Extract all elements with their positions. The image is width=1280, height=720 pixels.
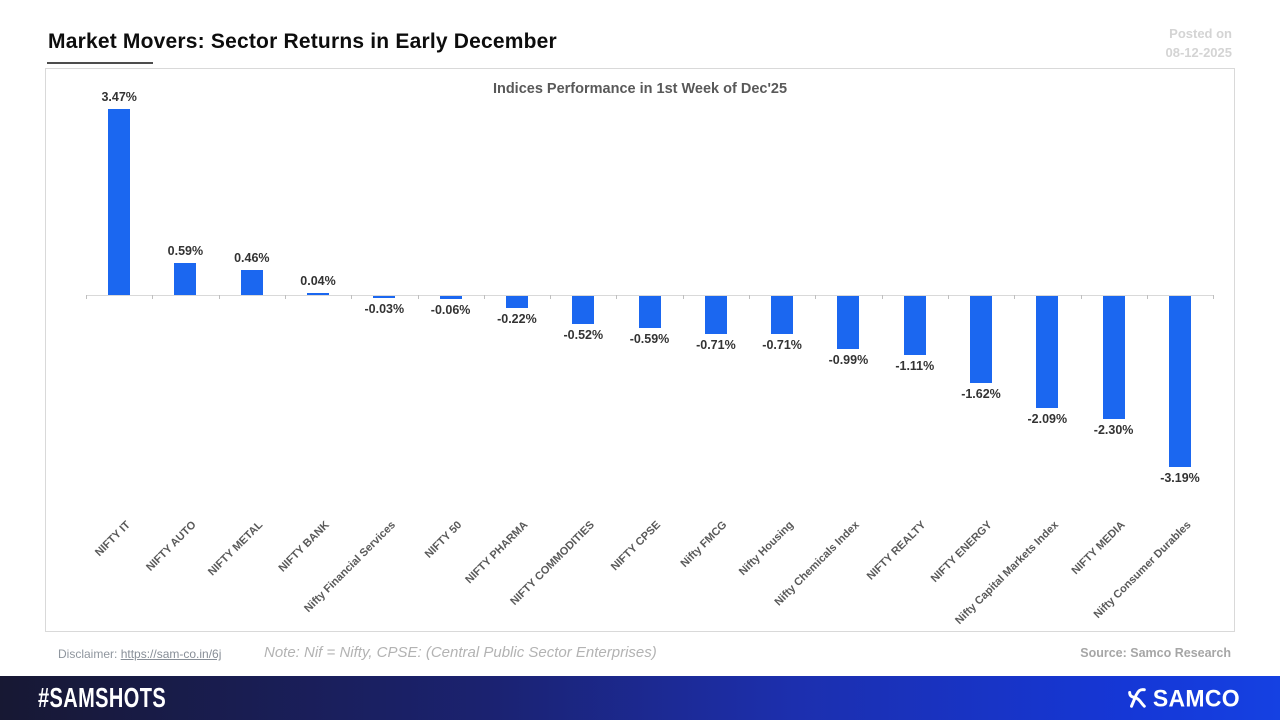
category-label: NIFTY AUTO [144, 519, 199, 574]
bar-value-label: -0.59% [629, 331, 670, 346]
x-axis-tick [1213, 295, 1215, 299]
category-label: NIFTY ENERGY [928, 519, 995, 585]
bar-value-label: -1.62% [961, 386, 1001, 401]
bar [1036, 296, 1059, 408]
bar [174, 263, 197, 295]
x-axis-tick [417, 295, 419, 299]
plot-area: 3.47% NIFTY IT 0.59% NIFTY AUTO 0.46% NIFTY M… [46, 69, 1234, 631]
x-axis-tick [1014, 295, 1016, 299]
x-axis-tick [351, 295, 353, 299]
bar [240, 270, 263, 295]
bar-value-label: -0.03% [364, 301, 405, 316]
category-label: NIFTY METAL [206, 519, 266, 579]
bar [505, 296, 528, 308]
x-axis-tick [881, 295, 883, 299]
category-label: Nifty FMCG [678, 519, 730, 570]
bar [1102, 296, 1125, 419]
samco-pinwheel-icon [1126, 687, 1148, 709]
bar-value-label: 0.04% [300, 273, 336, 288]
posted-on-label: Posted on [1169, 26, 1232, 41]
disclaimer-link[interactable]: https://sam-co.in/6j [120, 647, 222, 661]
x-axis-tick [550, 295, 552, 299]
category-label: NIFTY IT [92, 519, 133, 559]
bar-value-label: -2.30% [1093, 423, 1134, 438]
source-credit: Source: Samco Research [1080, 646, 1231, 660]
x-axis-tick [682, 295, 684, 299]
category-label: NIFTY 50 [422, 519, 465, 561]
bar-value-label: -0.22% [497, 311, 537, 326]
x-axis-tick [815, 295, 817, 299]
posted-on-date: 08-12-2025 [1165, 45, 1233, 60]
category-label: NIFTY MEDIA [1069, 519, 1128, 578]
x-axis-tick [152, 295, 154, 299]
bar [970, 296, 992, 383]
bar [704, 296, 727, 334]
x-axis-tick [284, 295, 286, 299]
bar-value-label: -0.99% [828, 353, 869, 367]
bar-value-label: 0.46% [234, 251, 270, 266]
bar-value-label: -0.71% [696, 338, 736, 352]
chart-card: Indices Performance in 1st Week of Dec'2… [45, 68, 1235, 632]
category-label: Nifty Housing [736, 519, 796, 579]
samshots-hashtag: #SAMSHOTS [38, 681, 167, 714]
chart-title: Indices Performance in 1st Week of Dec'2… [492, 81, 788, 97]
x-axis-tick [86, 295, 87, 299]
bar [108, 109, 131, 295]
bar-value-label: -0.06% [430, 303, 471, 318]
page-title: Market Movers: Sector Returns in Early D… [48, 30, 557, 53]
bar-value-label: -0.52% [563, 327, 604, 342]
bar-value-label: -1.11% [895, 359, 935, 374]
brand-logo: SAMCO [1126, 683, 1240, 712]
bar [439, 296, 462, 300]
category-label: NIFTY REALTY [864, 519, 929, 583]
bar-value-label: 3.47% [101, 90, 137, 105]
bar-value-label: -3.19% [1160, 470, 1200, 485]
bar [638, 296, 661, 328]
posted-on-block: Posted on 08-12-2025 [1166, 24, 1233, 62]
x-axis-tick [749, 295, 750, 299]
title-underline [47, 62, 153, 64]
bar [572, 296, 595, 324]
category-label: NIFTY CPSE [608, 519, 663, 574]
x-axis-tick [947, 295, 949, 299]
x-axis-tick [218, 295, 220, 299]
bar-value-label: -0.71% [762, 338, 802, 352]
chart-note: Note: Nif = Nifty, CPSE: (Central Public… [264, 644, 657, 661]
disclaimer-label: Disclaimer: [58, 647, 118, 661]
x-axis-tick [483, 295, 485, 299]
x-axis-line [86, 295, 1214, 296]
brand-name: SAMCO [1152, 683, 1240, 712]
bar [307, 292, 329, 295]
disclaimer: Disclaimer: https://sam-co.in/6j [58, 647, 221, 661]
bar-value-label: 0.59% [167, 244, 204, 259]
category-label: NIFTY PHARMA [463, 519, 531, 587]
bar [771, 296, 794, 334]
bar [903, 296, 926, 356]
category-label: NIFTY BANK [276, 519, 332, 575]
bar [373, 296, 396, 298]
bar-value-label: -2.09% [1027, 411, 1068, 426]
x-axis-tick [1146, 295, 1148, 299]
bar [837, 296, 860, 349]
x-axis-tick [616, 295, 618, 299]
bar [1169, 296, 1191, 467]
x-axis-tick [1080, 295, 1082, 299]
brand-bar: #SAMSHOTS SAMCO [0, 676, 1280, 720]
